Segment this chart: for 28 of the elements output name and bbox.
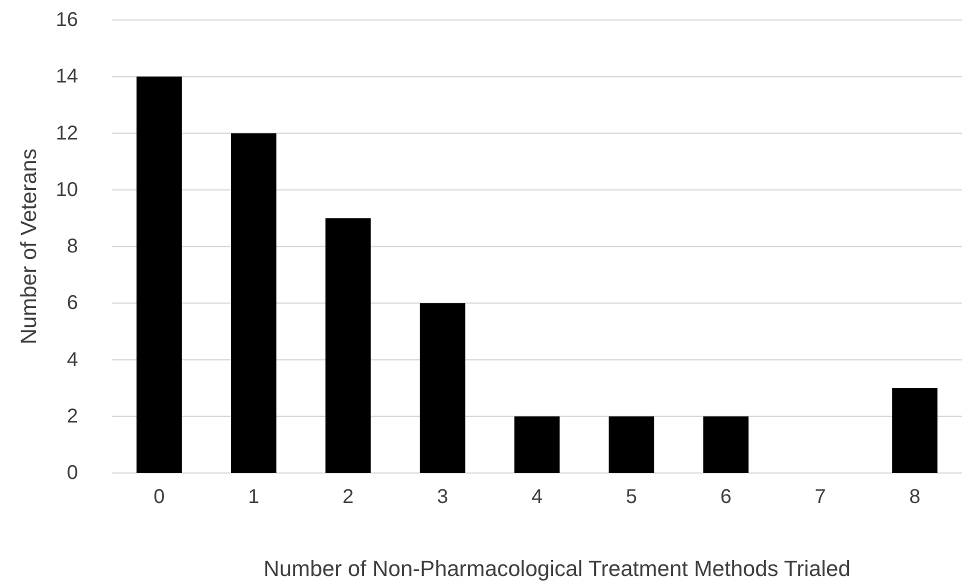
x-tick-label: 7 xyxy=(814,486,826,508)
bar xyxy=(420,303,466,473)
bar xyxy=(608,416,654,473)
x-tick-label: 3 xyxy=(436,486,448,508)
y-tick-label: 0 xyxy=(66,462,78,484)
bar xyxy=(136,76,182,473)
y-tick-label: 8 xyxy=(66,236,78,258)
bar xyxy=(892,388,938,473)
y-tick-label: 2 xyxy=(66,405,78,428)
y-tick-label: 10 xyxy=(56,178,78,201)
y-axis-title: Number of Veterans xyxy=(16,148,41,344)
bar xyxy=(514,416,560,473)
x-tick-label: 5 xyxy=(626,486,638,508)
y-tick-label: 12 xyxy=(56,122,78,144)
bar xyxy=(703,416,749,473)
y-tick-label: 4 xyxy=(66,348,78,371)
x-axis-title: Number of Non-Pharmacological Treatment Methods Trialed xyxy=(264,556,850,581)
bar xyxy=(325,218,371,473)
y-tick-label: 6 xyxy=(66,292,78,314)
y-tick-label: 14 xyxy=(56,66,78,88)
x-tick-label: 8 xyxy=(909,486,920,508)
x-tick-label: 0 xyxy=(154,486,165,508)
x-tick-label: 4 xyxy=(531,486,543,508)
x-tick-label: 2 xyxy=(342,486,354,508)
y-tick-label: 16 xyxy=(56,9,78,31)
bar xyxy=(231,133,276,473)
x-tick-label: 6 xyxy=(720,486,732,508)
x-tick-label: 1 xyxy=(248,486,260,508)
